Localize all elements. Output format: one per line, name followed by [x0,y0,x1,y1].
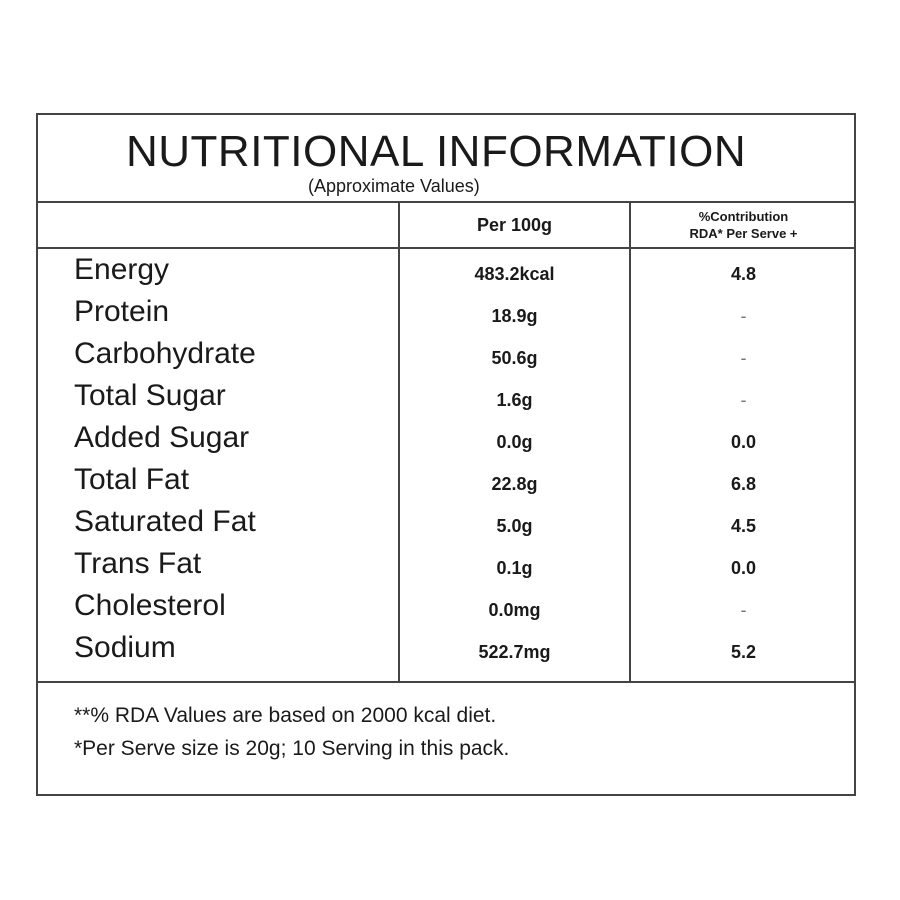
nutrient-name: Protein [74,295,170,328]
column-header-per-100g: Per 100g [476,214,553,235]
footnotes: **% RDA Values are based on 2000 kcal di… [74,699,509,765]
nutrient-row: Protein 18.9g - [38,291,854,333]
nutrient-row: Carbohydrate 50.6g - [38,333,854,375]
nutrient-rda: 6.8 [730,474,757,494]
footnote-rda-basis: **% RDA Values are based on 2000 kcal di… [74,704,497,727]
nutrient-per-100g: 50.6g [491,348,538,368]
nutrient-per-100g: 483.2kcal [474,264,555,284]
nutrient-per-100g: 0.0mg [488,600,541,620]
nutrient-name: Added Sugar [74,421,250,454]
column-header-rda-line2: RDA* Per Serve + [689,226,798,241]
nutrient-row: Cholesterol 0.0mg - [38,585,854,627]
nutrient-per-100g: 5.0g [496,516,533,536]
nutrient-rows: Energy 483.2kcal 4.8 Protein 18.9g - Car… [38,249,854,683]
nutrient-name: Saturated Fat [74,505,256,538]
column-divider [629,203,631,683]
nutrient-per-100g: 0.1g [496,558,533,578]
nutrient-rda: 5.2 [730,642,757,662]
nutrient-rda: - [740,306,747,326]
nutrient-row: Trans Fat 0.1g 0.0 [38,543,854,585]
label-title: NUTRITIONAL INFORMATION [126,127,747,176]
nutrient-rda: - [740,348,747,368]
nutrient-row: Total Sugar 1.6g - [38,375,854,417]
nutrient-row: Energy 483.2kcal 4.8 [38,249,854,291]
label-subtitle: (Approximate Values) [308,176,480,196]
column-header-rda: %Contribution RDA* Per Serve + [631,205,856,245]
nutrient-name: Total Fat [74,463,190,496]
column-header-row: Per 100g %Contribution RDA* Per Serve + [38,203,854,249]
column-divider [398,203,400,683]
nutrient-per-100g: 522.7mg [478,642,551,662]
nutrient-row: Added Sugar 0.0g 0.0 [38,417,854,459]
nutrient-rda: 4.5 [730,516,757,536]
nutrient-name: Sodium [74,631,176,664]
nutrient-name: Cholesterol [74,589,226,622]
column-header-rda-line1: %Contribution [698,209,789,224]
nutrient-per-100g: 22.8g [491,474,538,494]
nutrient-name: Total Sugar [74,379,226,412]
nutrient-row: Sodium 522.7mg 5.2 [38,627,854,669]
footnote-serve-size: *Per Serve size is 20g; 10 Serving in th… [74,737,510,760]
nutrient-name: Trans Fat [74,547,202,580]
nutrient-row: Total Fat 22.8g 6.8 [38,459,854,501]
nutrient-per-100g: 0.0g [496,432,533,452]
nutrient-name: Carbohydrate [74,337,256,370]
nutrient-rda: - [740,600,747,620]
nutrient-row: Saturated Fat 5.0g 4.5 [38,501,854,543]
title-block: NUTRITIONAL INFORMATION (Approximate Val… [38,115,854,203]
nutrient-per-100g: 18.9g [491,306,538,326]
nutrient-rda: 0.0 [730,558,757,578]
nutrient-name: Energy [74,253,170,286]
nutrient-rda: - [740,390,747,410]
nutrient-rda: 0.0 [730,432,757,452]
nutrition-label: NUTRITIONAL INFORMATION (Approximate Val… [36,113,856,796]
nutrient-rda: 4.8 [730,264,757,284]
nutrient-per-100g: 1.6g [496,390,533,410]
